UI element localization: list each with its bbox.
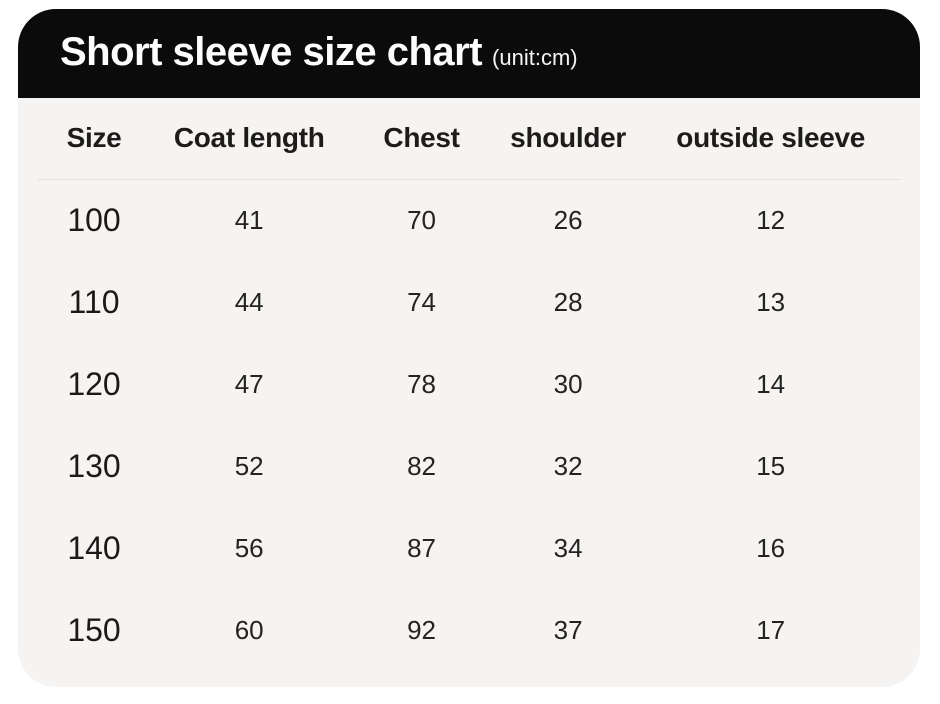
size-cell: 110 <box>68 283 120 320</box>
size-chart-card: Short sleeve size chart (unit:cm) Size Co… <box>18 9 920 687</box>
value-cell: 26 <box>553 204 583 235</box>
value-cell: 15 <box>756 450 786 481</box>
value-cell: 87 <box>407 532 437 563</box>
value-cell: 32 <box>553 450 583 481</box>
table-row: 150 60 92 37 17 <box>38 589 900 671</box>
value-cell: 28 <box>553 286 583 317</box>
value-cell: 56 <box>234 532 264 563</box>
value-cell: 14 <box>756 368 786 399</box>
value-cell: 13 <box>756 286 786 317</box>
size-chart-body: Size Coat length Chest shoulder outside … <box>18 98 920 687</box>
value-cell: 34 <box>553 532 583 563</box>
value-cell: 41 <box>234 204 264 235</box>
value-cell: 92 <box>407 614 437 645</box>
chart-title-bar: Short sleeve size chart (unit:cm) <box>18 9 920 98</box>
column-header-coat-length: Coat length <box>150 98 349 180</box>
column-header-shoulder: shoulder <box>494 98 642 180</box>
chart-title: Short sleeve size chart <box>60 30 483 74</box>
value-cell: 78 <box>407 368 437 399</box>
value-cell: 52 <box>234 450 264 481</box>
table-row: 100 41 70 26 12 <box>38 179 900 261</box>
value-cell: 30 <box>553 368 583 399</box>
value-cell: 12 <box>756 204 786 235</box>
value-cell: 16 <box>756 532 786 563</box>
value-cell: 37 <box>553 614 583 645</box>
chart-unit-label: (unit:cm) <box>492 45 578 70</box>
table-header-row: Size Coat length Chest shoulder outside … <box>38 98 900 180</box>
size-cell: 100 <box>67 201 121 238</box>
value-cell: 17 <box>756 614 786 645</box>
value-cell: 44 <box>234 286 264 317</box>
value-cell: 70 <box>407 204 437 235</box>
table-row: 140 56 87 34 16 <box>38 507 900 589</box>
size-cell: 140 <box>67 529 121 566</box>
table-row: 110 44 74 28 13 <box>38 261 900 343</box>
table-row: 130 52 82 32 15 <box>38 425 900 507</box>
column-header-outside-sleeve: outside sleeve <box>641 98 900 180</box>
column-header-chest: Chest <box>348 98 495 180</box>
value-cell: 82 <box>407 450 437 481</box>
table-body: 100 41 70 26 12 110 44 74 28 13 120 47 78 30 14 130 52 82… <box>38 179 900 671</box>
value-cell: 74 <box>407 286 437 317</box>
size-cell: 120 <box>67 365 121 402</box>
size-cell: 150 <box>67 611 121 648</box>
column-header-size: Size <box>38 98 151 180</box>
table-row: 120 47 78 30 14 <box>38 343 900 425</box>
value-cell: 47 <box>234 368 264 399</box>
value-cell: 60 <box>234 614 264 645</box>
size-chart-table: Size Coat length Chest shoulder outside … <box>38 98 900 671</box>
size-cell: 130 <box>67 447 121 484</box>
